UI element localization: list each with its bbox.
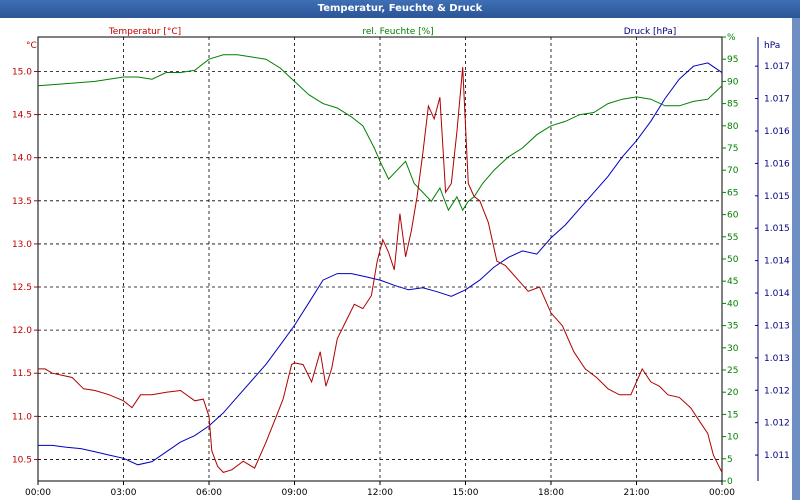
humidity-tick-label: 75 [727, 144, 738, 154]
humidity-tick-label: % [727, 33, 736, 43]
time-tick-label: 03:00 [111, 488, 137, 498]
humidity-tick-label: 20 [727, 388, 739, 398]
time-tick-label: 09:00 [282, 488, 308, 498]
pressure-unit-label: hPa [764, 41, 780, 51]
temperature-unit-label: °C [26, 41, 37, 51]
time-tick-label: 18:00 [538, 488, 564, 498]
pressure-line [38, 62, 723, 466]
time-tick-label: 00:00 [25, 488, 51, 498]
pressure-tick-label: 1.016 [764, 159, 790, 169]
pressure-tick-label: 1.011 [764, 451, 790, 461]
temperature-tick-label: 13.5 [12, 197, 32, 207]
window-title: Temperatur, Feuchte & Druck [0, 0, 800, 18]
plot-area [37, 36, 723, 482]
humidity-tick-label: 25 [727, 366, 738, 376]
humidity-tick-label: 40 [727, 299, 739, 309]
pressure-tick-label: 1.013 [764, 321, 790, 331]
time-tick-label: 15:00 [453, 488, 479, 498]
time-axis: 00:0009.10.2503:0009.10.2506:0009.10.250… [25, 481, 735, 498]
temperature-tick-label: 12.0 [12, 326, 32, 336]
pressure-tick-label: 1.017 [764, 95, 790, 105]
pressure-tick-label: 1.012 [764, 386, 790, 396]
humidity-line [37, 54, 723, 212]
temperature-tick-label: 10.5 [12, 455, 32, 465]
humidity-tick-label: 10 [727, 433, 739, 443]
time-tick-label: 00:00 [709, 488, 735, 498]
humidity-tick-label: 95 [727, 55, 738, 65]
humidity-tick-label: 30 [727, 344, 739, 354]
pressure-tick-label: 1.012 [764, 419, 790, 429]
humidity-axis: 0 5 10 15 20 25 30 35 40 45 50 55 60 65 70 75 80 85 90 95% [722, 33, 739, 487]
temperature-tick-label: 13.0 [12, 240, 32, 250]
humidity-axis-title: rel. Feuchte [%] [362, 27, 433, 37]
temperature-tick-label: 14.0 [12, 154, 32, 164]
time-tick-label: 12:00 [367, 488, 393, 498]
pressure-tick-label: 1.014 [764, 289, 790, 299]
temperature-axis: 10.5 11.0 11.5 12.0 12.5 13.0 13.5 14.0 14.5 15.0 [12, 67, 38, 465]
humidity-tick-label: 50 [727, 255, 739, 265]
humidity-tick-label: 85 [727, 100, 738, 110]
series-lines [37, 54, 723, 473]
humidity-tick-label: 0 [727, 477, 733, 487]
humidity-tick-label: 65 [727, 188, 738, 198]
temperature-tick-label: 14.5 [12, 111, 32, 121]
humidity-tick-label: 45 [727, 277, 738, 287]
pressure-tick-label: 1.014 [764, 257, 790, 267]
humidity-tick-label: 70 [727, 166, 739, 176]
pressure-tick-label: 1.015 [764, 224, 790, 234]
temperature-tick-label: 11.0 [12, 412, 32, 422]
temperature-line [38, 67, 723, 473]
right-sidebar [792, 18, 800, 500]
temperature-tick-label: 11.5 [12, 369, 32, 379]
pressure-tick-label: 1.013 [764, 354, 790, 364]
temperature-axis-title: Temperatur [°C] [108, 27, 181, 37]
humidity-tick-label: 55 [727, 233, 738, 243]
temperature-tick-label: 12.5 [12, 283, 32, 293]
pressure-tick-label: 1.017 [764, 62, 790, 72]
humidity-tick-label: 80 [727, 122, 739, 132]
chart: 10.5 11.0 11.5 12.0 12.5 13.0 13.5 14.0 14.5 15.0… [12, 18, 800, 500]
humidity-tick-label: 60 [727, 211, 739, 221]
pressure-axis: 1.011 1.012 1.012 1.013 1.013 1.014 1.014 1.015… [755, 37, 790, 481]
pressure-tick-label: 1.015 [764, 192, 790, 202]
pressure-tick-label: 1.016 [764, 127, 790, 137]
humidity-tick-label: 90 [727, 77, 739, 87]
grid [38, 37, 722, 481]
time-tick-label: 21:00 [624, 488, 650, 498]
temperature-tick-label: 15.0 [12, 67, 32, 77]
time-tick-label: 06:00 [196, 488, 222, 498]
humidity-tick-label: 15 [727, 410, 738, 420]
humidity-tick-label: 5 [727, 455, 733, 465]
humidity-tick-label: 35 [727, 322, 738, 332]
pressure-axis-title: Druck [hPa] [624, 27, 677, 37]
